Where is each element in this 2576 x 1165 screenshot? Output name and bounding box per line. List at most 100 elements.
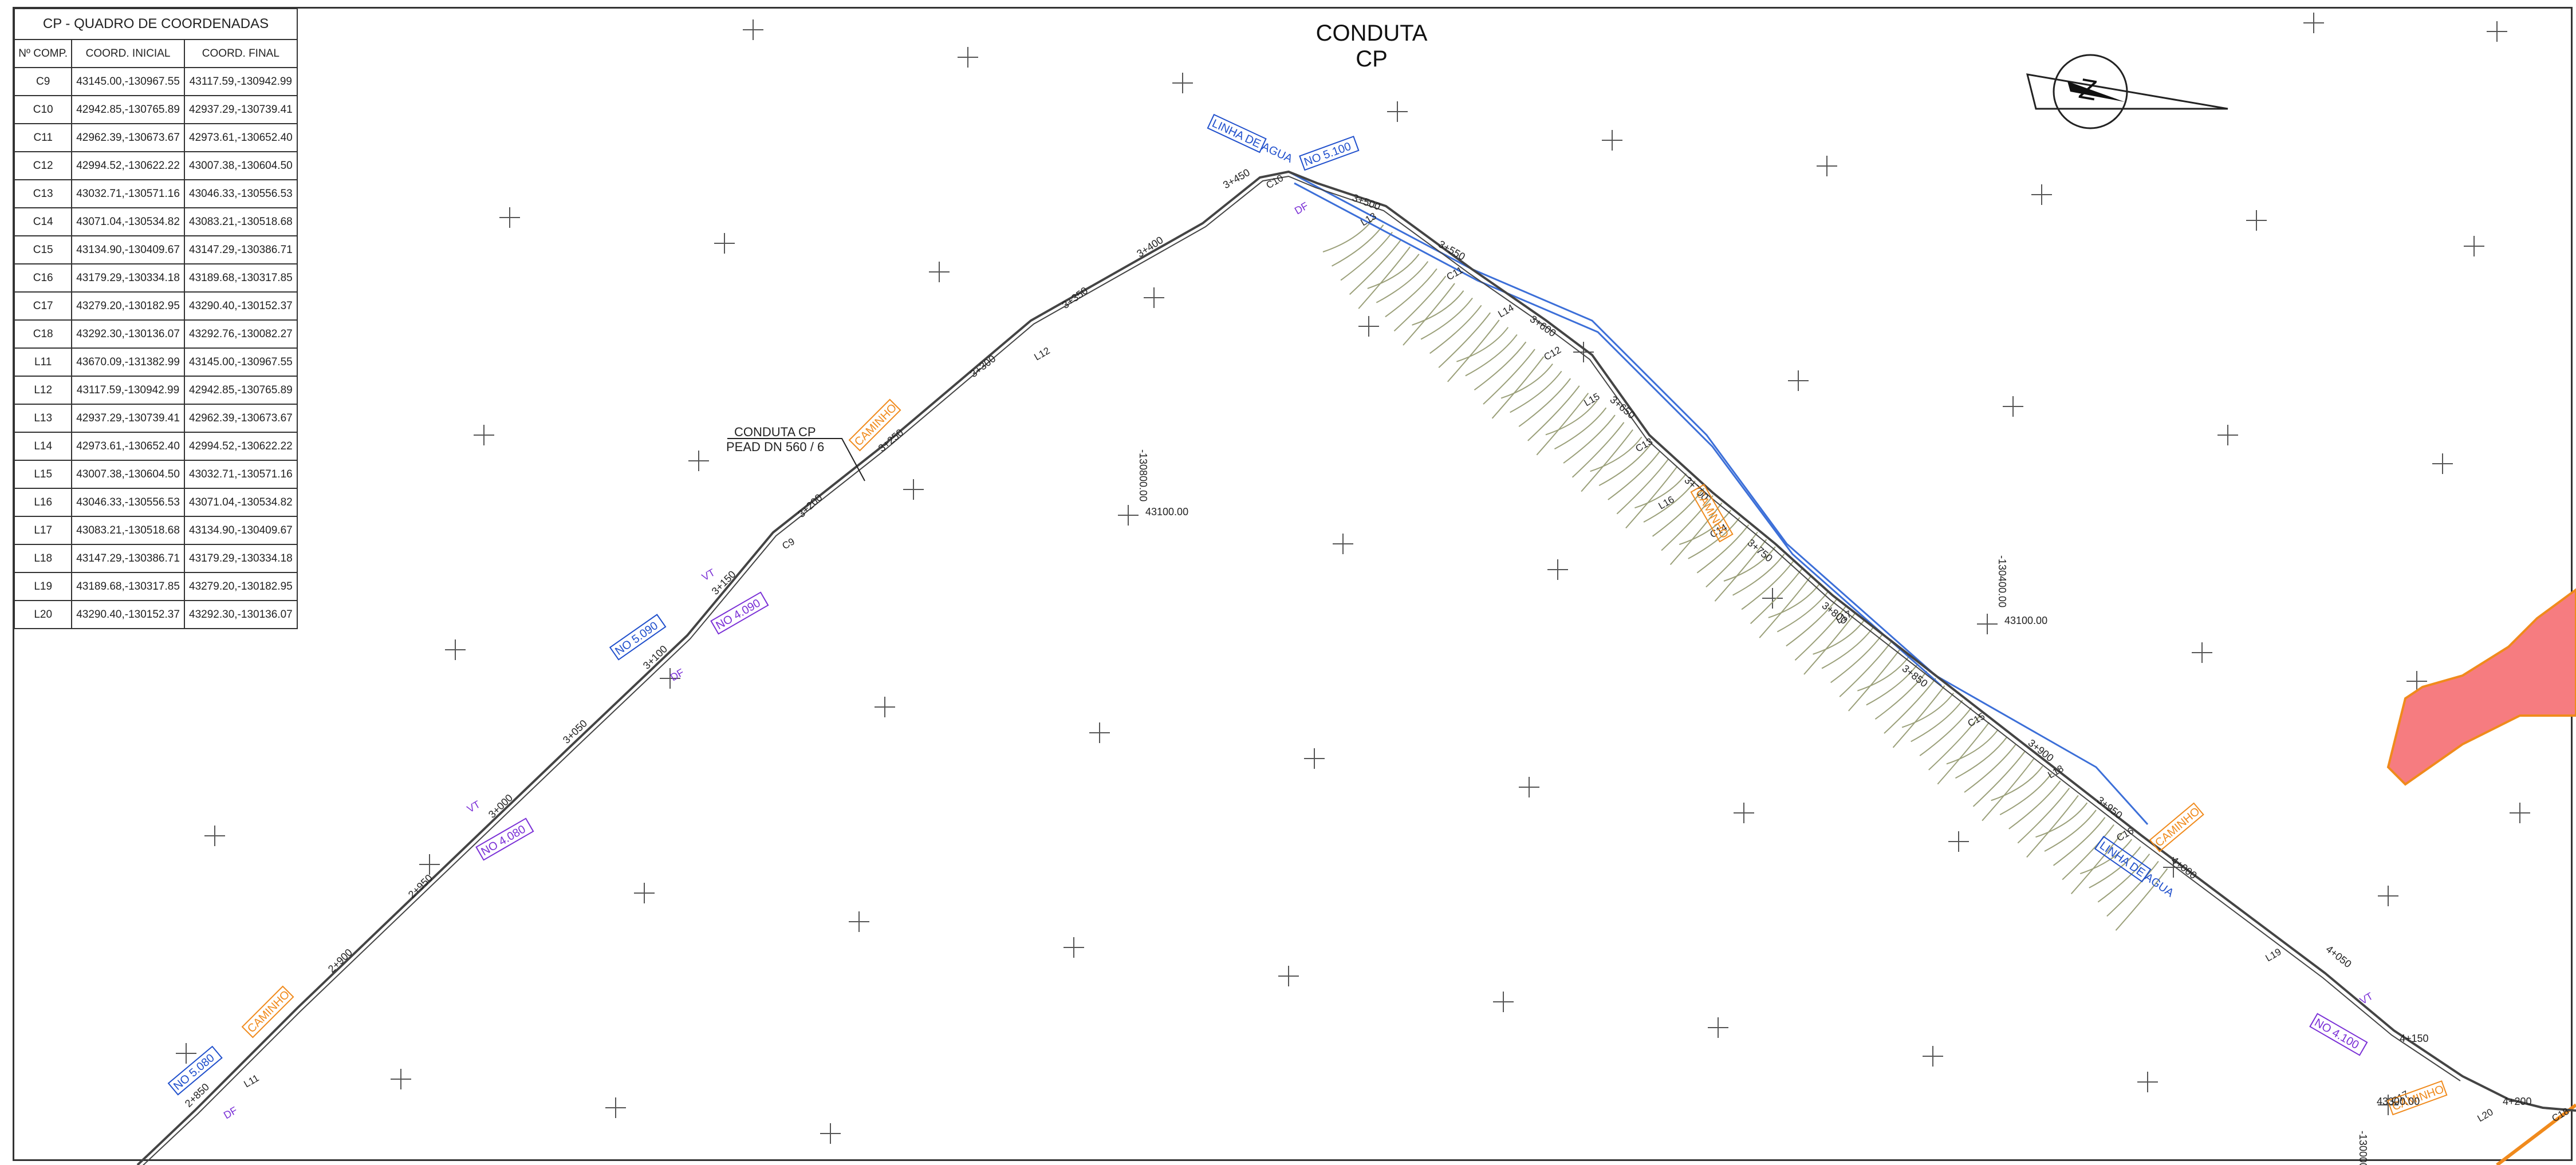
table-row: C10 42942.85,-130765.89 42937.29,-130739.4… xyxy=(13,95,298,124)
table-row: L19 43189.68,-130317.85 43279.20,-130182.9… xyxy=(13,572,298,601)
hatch-stroke xyxy=(1652,488,1705,537)
hatch-stroke xyxy=(1759,575,1812,638)
road-crossing-label: CAMINHO xyxy=(2149,802,2204,852)
cell-start: 43279.20,-130182.95 xyxy=(71,291,185,321)
cell-start: 43083.21,-130518.68 xyxy=(71,516,185,545)
cell-end: 43279.20,-130182.95 xyxy=(183,572,298,601)
cell-end: 43083.21,-130518.68 xyxy=(183,207,298,236)
restricted-zone xyxy=(2386,588,2576,786)
hatch-stroke xyxy=(1794,605,1848,661)
hatch-stroke xyxy=(1429,305,1482,354)
cell-start: 42937.29,-130739.41 xyxy=(71,404,185,433)
drawing-frame xyxy=(13,7,2573,1161)
cell-end: 42942.85,-130765.89 xyxy=(183,376,298,405)
cell-end: 43292.76,-130082.27 xyxy=(183,319,298,349)
cell-comp: C13 xyxy=(13,179,73,208)
hatch-stroke xyxy=(1563,414,1616,464)
cell-end: 43147.29,-130386.71 xyxy=(183,235,298,264)
hatch-stroke xyxy=(2035,802,2088,838)
cell-comp: C18 xyxy=(13,319,73,349)
hatch-stroke xyxy=(1510,370,1562,413)
cell-start: 42942.85,-130765.89 xyxy=(71,95,185,124)
cell-start: 43007.38,-130604.50 xyxy=(71,460,185,489)
road-crossing-label-box xyxy=(2149,802,2204,852)
hatch-stroke xyxy=(1554,407,1607,450)
grid-coordinate-label: -130000.00 xyxy=(2357,1131,2369,1165)
cell-comp: L17 xyxy=(13,516,73,545)
node-label-4100: NO 4.100 xyxy=(2309,1013,2368,1056)
cell-comp: C15 xyxy=(13,235,73,264)
hatch-stroke xyxy=(1803,612,1856,675)
hatch-stroke xyxy=(1937,722,1990,785)
water-crossing-label-box xyxy=(1207,113,1267,153)
road-crossing-label-text: CAMINHO xyxy=(245,988,292,1035)
hatch-stroke xyxy=(1696,524,1750,574)
hatch-stroke xyxy=(1581,429,1633,492)
segment-label: C9 xyxy=(781,536,797,551)
hatch-stroke xyxy=(1536,393,1589,456)
df-label: DF xyxy=(668,666,686,683)
pipe-label-leader xyxy=(727,438,865,481)
hatch-stroke xyxy=(1420,297,1473,340)
restricted-zone-edge xyxy=(2496,1103,2576,1165)
hatch-stroke xyxy=(1625,465,1678,529)
hatch-stroke xyxy=(1358,246,1411,309)
hatch-stroke xyxy=(1590,436,1643,472)
cell-start: 42994.52,-130622.22 xyxy=(71,151,185,180)
hatch-stroke xyxy=(1465,334,1518,377)
hatch-stroke xyxy=(1964,744,2016,793)
hatch-stroke xyxy=(2089,846,2141,888)
cell-start: 43145.00,-130967.55 xyxy=(71,67,185,96)
hatch-stroke xyxy=(2044,809,2097,852)
cell-comp: L15 xyxy=(13,460,73,489)
segment-label: C12 xyxy=(1542,344,1563,362)
header-start: COORD. INICIAL xyxy=(71,39,185,68)
hatch-stroke xyxy=(1741,560,1794,610)
cell-comp: C12 xyxy=(13,151,73,180)
road-crossing-label-box xyxy=(1690,484,1734,543)
hatch-stroke xyxy=(1403,283,1455,346)
table-row: C14 43071.04,-130534.82 43083.21,-130518.6… xyxy=(13,207,298,236)
table-row: L20 43290.40,-130152.37 43292.30,-130136.0… xyxy=(13,600,298,629)
hatch-stroke xyxy=(1723,546,1776,582)
hatch-stroke xyxy=(1982,758,2034,822)
cell-end: 42937.29,-130739.41 xyxy=(183,95,298,124)
table-row: C11 42962.39,-130673.67 42973.61,-130652.4… xyxy=(13,123,298,152)
cell-start: 43292.30,-130136.07 xyxy=(71,319,185,349)
road-crossing-label-text: CAMINHO xyxy=(2153,805,2202,850)
cell-end: 42962.39,-130673.67 xyxy=(183,404,298,433)
coordinate-table: CP - QUADRO DE COORDENADAS Nº COMP. COOR… xyxy=(13,8,298,629)
hatch-stroke xyxy=(2017,788,2070,844)
cell-comp: L18 xyxy=(13,544,73,573)
cell-end: 43071.04,-130534.82 xyxy=(183,488,298,517)
grid-coordinate-label: -130800.00 xyxy=(1137,449,1149,501)
vt-label: VT xyxy=(700,567,717,583)
cell-comp: C14 xyxy=(13,207,73,236)
hatch-stroke xyxy=(1456,327,1509,362)
segment-label: L14 xyxy=(1496,302,1516,320)
hatch-stroke xyxy=(1991,765,2043,801)
table-row: C18 43292.30,-130136.07 43292.76,-130082.2… xyxy=(13,319,298,349)
table-row: L14 42973.61,-130652.40 42994.52,-130622.2… xyxy=(13,432,298,461)
chainage-label: 2+900 xyxy=(326,946,355,975)
node-label-4090-box xyxy=(710,591,769,635)
road-crossing-label-box xyxy=(2387,1080,2448,1116)
table-row: C17 43279.20,-130182.95 43290.40,-130152.3… xyxy=(13,291,298,321)
table-row: C12 42994.52,-130622.22 43007.38,-130604.5… xyxy=(13,151,298,180)
chainage-label: 3+300 xyxy=(968,353,998,380)
hatch-stroke xyxy=(2053,817,2106,866)
hatch-stroke xyxy=(1866,663,1919,706)
cell-comp: L19 xyxy=(13,572,73,601)
cell-comp: L13 xyxy=(13,404,73,433)
chainage-label: 4+150 xyxy=(2400,1033,2429,1044)
hatch-stroke xyxy=(1848,649,1901,712)
hatch-stroke xyxy=(1393,275,1447,331)
hatch-stroke xyxy=(1616,459,1669,515)
hatch-stroke xyxy=(1874,670,1928,720)
hatch-stroke xyxy=(1955,736,2008,779)
hatch-stroke xyxy=(1500,363,1553,399)
water-crossing-label-text: LINHA DE AGUA xyxy=(1210,117,1295,166)
hatch-stroke xyxy=(1714,539,1767,602)
node-label-5100-box xyxy=(1299,136,1360,171)
